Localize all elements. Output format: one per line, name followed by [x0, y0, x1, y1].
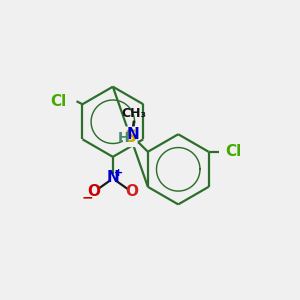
Text: CH₃: CH₃: [122, 106, 146, 120]
Text: N: N: [107, 170, 120, 185]
Text: Cl: Cl: [225, 144, 241, 159]
Text: −: −: [82, 190, 93, 204]
Text: S: S: [124, 128, 136, 146]
Text: Cl: Cl: [50, 94, 66, 110]
Text: O: O: [125, 184, 138, 199]
Text: N: N: [127, 127, 140, 142]
Text: H: H: [117, 131, 129, 145]
Text: +: +: [114, 168, 123, 178]
Text: O: O: [88, 184, 100, 199]
